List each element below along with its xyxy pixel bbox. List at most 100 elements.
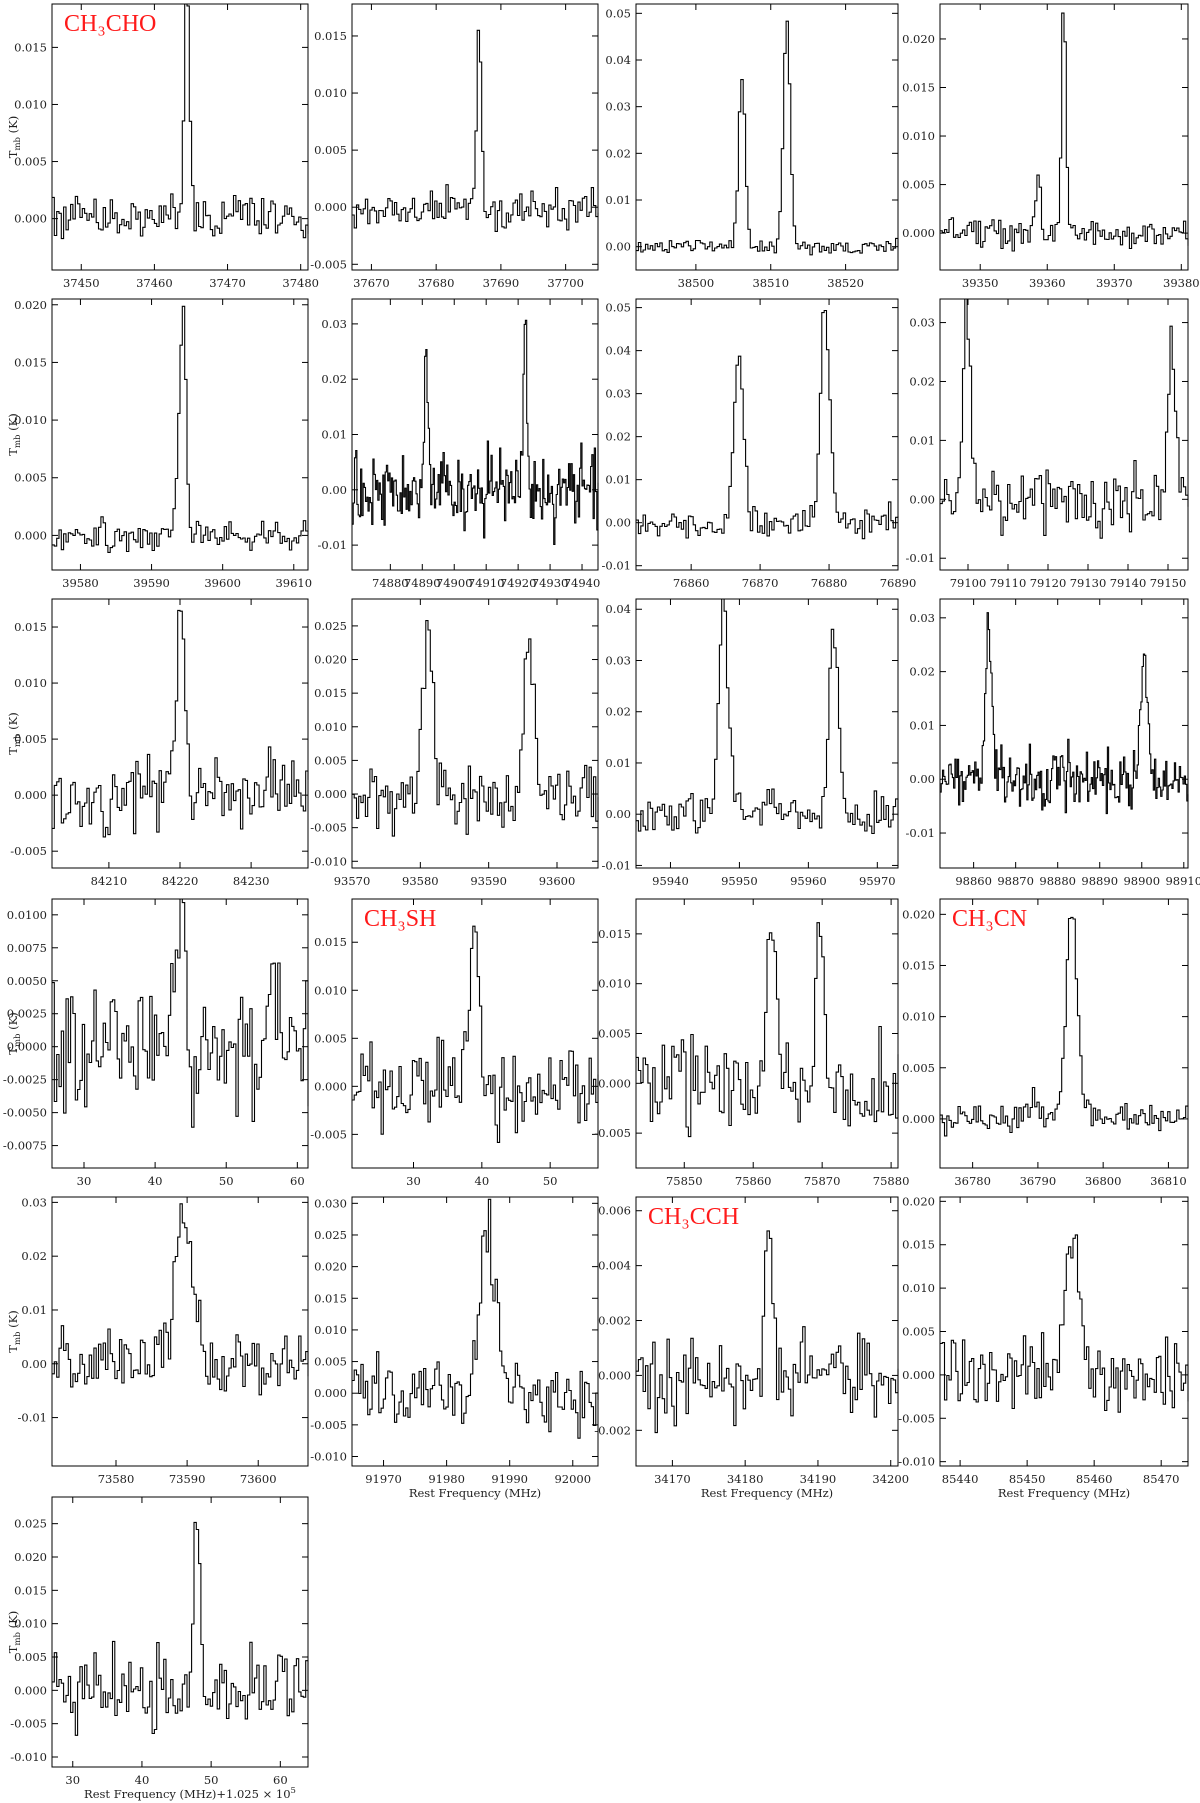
x-tick-label: 50: [204, 1773, 219, 1787]
y-tick-label: 0.00: [605, 807, 631, 821]
y-tick-label: 0.015: [14, 620, 47, 634]
y-axis-label: Tmb (K): [6, 712, 23, 754]
x-tick-label: 73590: [169, 1472, 206, 1486]
panel-frame: [51, 298, 309, 571]
y-tick-label: 0.005: [314, 1355, 347, 1369]
y-tick-label: 0.000: [14, 212, 47, 226]
y-tick-label: 0.02: [605, 146, 631, 160]
y-tick-label: 0.025: [314, 1228, 347, 1242]
panel-frame: [51, 598, 309, 869]
y-tick-label: 0.005: [902, 178, 935, 192]
y-tick-label: 0.00: [909, 492, 935, 506]
x-tick-label: 37670: [353, 276, 390, 290]
panel-frame: [939, 898, 1189, 1169]
spectrum-line: [940, 298, 1189, 539]
spectrum-line: [940, 1234, 1189, 1413]
panel-frame: [351, 898, 599, 1169]
x-tick-label: 93600: [539, 874, 576, 888]
y-tick-label: 0.010: [14, 1617, 47, 1631]
y-tick-label: 0.015: [14, 40, 47, 54]
spectrum-panel-1: 37450 37460 37470 37480 0.000 0.005 0.010 0.015…: [6, 3, 319, 290]
y-tick-label: 0.01: [321, 428, 347, 442]
y-tick-label: -0.010: [310, 1450, 347, 1464]
y-axis-label: Tmb (K): [6, 1611, 23, 1653]
y-tick-label: 0.03: [605, 100, 631, 114]
x-tick-label: 93590: [470, 874, 507, 888]
y-tick-label: 0.015: [314, 935, 347, 949]
x-tick-label: 98880: [1039, 874, 1076, 888]
x-tick-label: 95940: [652, 874, 689, 888]
panel-frame: [939, 3, 1189, 271]
x-tick-label: 85450: [1009, 1472, 1046, 1486]
x-tick-label: 39380: [1163, 276, 1200, 290]
x-tick-label: 84230: [233, 874, 270, 888]
panel-frame: [51, 898, 309, 1169]
spectrum-line: [52, 609, 309, 838]
panel-frame: [635, 298, 899, 571]
panel-frame: [351, 598, 599, 869]
y-tick-label: 0.020: [902, 907, 935, 921]
y-tick-label: 0.010: [314, 983, 347, 997]
y-tick-label: 0.015: [314, 686, 347, 700]
y-tick-label: 0.010: [902, 1010, 935, 1024]
x-tick-label: 75860: [735, 1174, 772, 1188]
x-tick-label: 39360: [1029, 276, 1066, 290]
x-tick-label: 50: [219, 1174, 234, 1188]
y-tick-label: 0.000: [314, 1386, 347, 1400]
spectrum-panel-2: 37670 37680 37690 37700 -0.005 0.000 0.005 0.01…: [310, 3, 599, 290]
y-tick-label: 0.015: [314, 29, 347, 43]
spectrum-panel-11: 95940 95950 95960 95970 -0.01 0.00 0.01 0.02 0.0…: [602, 598, 899, 888]
y-tick-label: 0.005: [14, 732, 47, 746]
spectrum-line: [52, 898, 309, 1128]
x-tick-label: 91980: [428, 1472, 465, 1486]
y-axis-label: Tmb (K): [6, 1310, 23, 1352]
y-tick-label: 0.000: [902, 226, 935, 240]
y-tick-label: 0.02: [321, 372, 347, 386]
x-tick-label: 37450: [63, 276, 100, 290]
y-tick-label: -0.002: [594, 1423, 631, 1437]
y-tick-label: 0.03: [21, 1195, 47, 1209]
spectrum-line: [52, 1203, 309, 1396]
spectrum-line: [352, 620, 599, 837]
y-tick-label: 0.000: [14, 788, 47, 802]
y-tick-label: 0.030: [314, 1196, 347, 1210]
x-tick-label: 85460: [1076, 1472, 1113, 1486]
y-tick-label: 0.020: [14, 298, 47, 312]
y-tick-label: 0.010: [14, 413, 47, 427]
x-tick-label: 38500: [678, 276, 715, 290]
x-tick-label: 91970: [365, 1472, 402, 1486]
panel-frame: [939, 298, 1189, 571]
x-tick-label: 76880: [811, 576, 848, 590]
y-tick-label: 0.0050: [7, 974, 47, 988]
spectrum-panel-5: 39580 39590 39600 39610 0.000 0.005 0.010 0.015…: [6, 298, 312, 590]
y-tick-label: 0.05: [605, 6, 631, 20]
x-tick-label: 79120: [1030, 576, 1067, 590]
y-tick-label: -0.0025: [3, 1073, 47, 1087]
x-tick-label: 36810: [1150, 1174, 1187, 1188]
y-tick-label: 0.01: [605, 473, 631, 487]
y-tick-label: 0.020: [314, 1260, 347, 1274]
y-tick-label: 0.015: [14, 355, 47, 369]
x-tick-label: 79110: [990, 576, 1027, 590]
y-tick-label: 0.02: [909, 665, 935, 679]
spectrum-panel-7: 76860 76870 76880 76890 -0.01 0.00 0.01 0.02 0.0…: [602, 298, 916, 590]
y-tick-label: 0.0000: [7, 1040, 47, 1054]
y-tick-label: 0.005: [902, 1325, 935, 1339]
y-tick-label: 0.05: [605, 301, 631, 315]
x-tick-label: 98890: [1081, 874, 1118, 888]
y-tick-label: -0.01: [602, 858, 632, 872]
panel-frame: [51, 1196, 309, 1467]
species-label: CH₃CCH: [648, 1204, 739, 1230]
y-tick-label: 0.03: [909, 611, 935, 625]
spectrum-line: [636, 1230, 899, 1434]
y-tick-label: 0.0100: [7, 908, 47, 922]
y-tick-label: 0.000: [314, 787, 347, 801]
y-tick-label: 0.03: [321, 317, 347, 331]
x-tick-label: 40: [135, 1773, 150, 1787]
y-tick-label: -0.005: [310, 821, 347, 835]
x-tick-label: 79150: [1150, 576, 1187, 590]
y-tick-label: 0.005: [314, 753, 347, 767]
x-axis-label: Rest Frequency (MHz): [701, 1486, 833, 1500]
panel-frame: [351, 298, 599, 571]
y-tick-label: 0.015: [902, 80, 935, 94]
